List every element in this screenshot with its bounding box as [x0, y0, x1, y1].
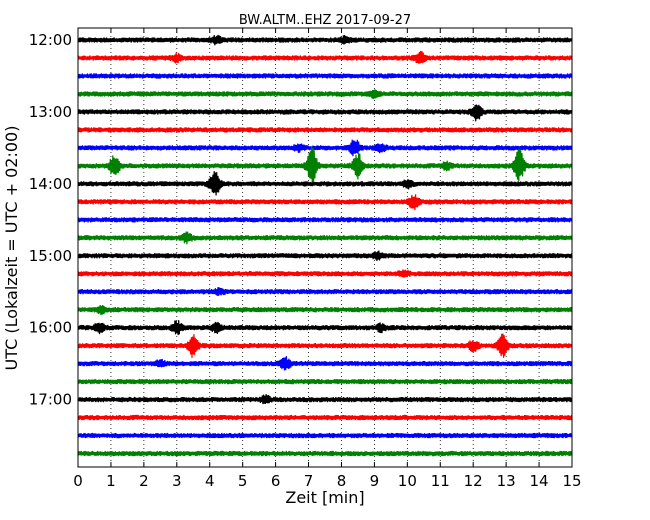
seismic-trace	[77, 378, 573, 385]
trace-group	[77, 34, 573, 457]
seismic-trace	[77, 394, 573, 405]
seismic-trace	[77, 171, 573, 196]
x-axis-label: Zeit [min]	[285, 488, 364, 507]
seismic-trace	[77, 104, 573, 122]
seismic-trace	[77, 146, 573, 186]
seismic-trace	[77, 50, 573, 64]
y-tick-label: 15:00	[29, 247, 72, 265]
seismic-trace	[77, 450, 573, 457]
y-tick-label: 14:00	[29, 175, 72, 193]
x-tick-label: 12	[464, 472, 483, 490]
y-tick-label: 16:00	[29, 319, 72, 337]
x-tick-label: 9	[370, 472, 380, 490]
seismic-trace	[77, 269, 573, 278]
plot-frame	[77, 27, 573, 468]
y-axis: 12:00 13:00 14:00 15:00 16:00 17:00	[29, 31, 572, 409]
x-tick-label: 4	[205, 472, 215, 490]
seismic-trace	[77, 194, 573, 211]
x-tick-label: 1	[106, 472, 116, 490]
x-tick-label: 2	[139, 472, 149, 490]
x-tick-label: 0	[73, 472, 83, 490]
chart-title: BW.ALTM..EHZ 2017-09-27	[239, 13, 411, 28]
seismic-trace	[77, 432, 573, 439]
x-axis: 0 1 2 3 4 5 6 7 8 9 10 11 12 13 14 15	[73, 28, 582, 490]
x-tick-label: 8	[337, 472, 347, 490]
y-tick-label: 12:00	[29, 31, 72, 49]
seismic-trace	[77, 356, 573, 371]
seismic-trace	[77, 250, 573, 261]
x-tick-label: 11	[431, 472, 450, 490]
x-tick-label: 7	[304, 472, 314, 490]
x-tick-label: 14	[530, 472, 549, 490]
y-axis-label: UTC (Lokalzeit = UTC + 02:00)	[2, 126, 21, 371]
seismic-trace	[77, 333, 573, 358]
seismic-trace	[77, 231, 573, 245]
seismic-trace	[77, 127, 573, 133]
seismic-trace	[77, 286, 573, 296]
x-tick-label: 3	[172, 472, 182, 490]
seismic-trace	[77, 304, 573, 315]
x-tick-label: 5	[238, 472, 248, 490]
x-tick-label: 10	[398, 472, 417, 490]
seismic-trace	[77, 89, 573, 100]
seismic-trace	[77, 414, 573, 421]
x-tick-label: 13	[497, 472, 516, 490]
seismic-trace	[77, 34, 573, 46]
seismic-trace	[77, 217, 573, 223]
seismic-trace	[77, 320, 573, 336]
x-tick-label: 15	[562, 472, 581, 490]
seismic-trace	[77, 139, 573, 157]
x-tick-label: 6	[271, 472, 281, 490]
y-tick-label: 17:00	[29, 391, 72, 409]
y-tick-label: 13:00	[29, 103, 72, 121]
seismic-trace	[77, 73, 573, 79]
